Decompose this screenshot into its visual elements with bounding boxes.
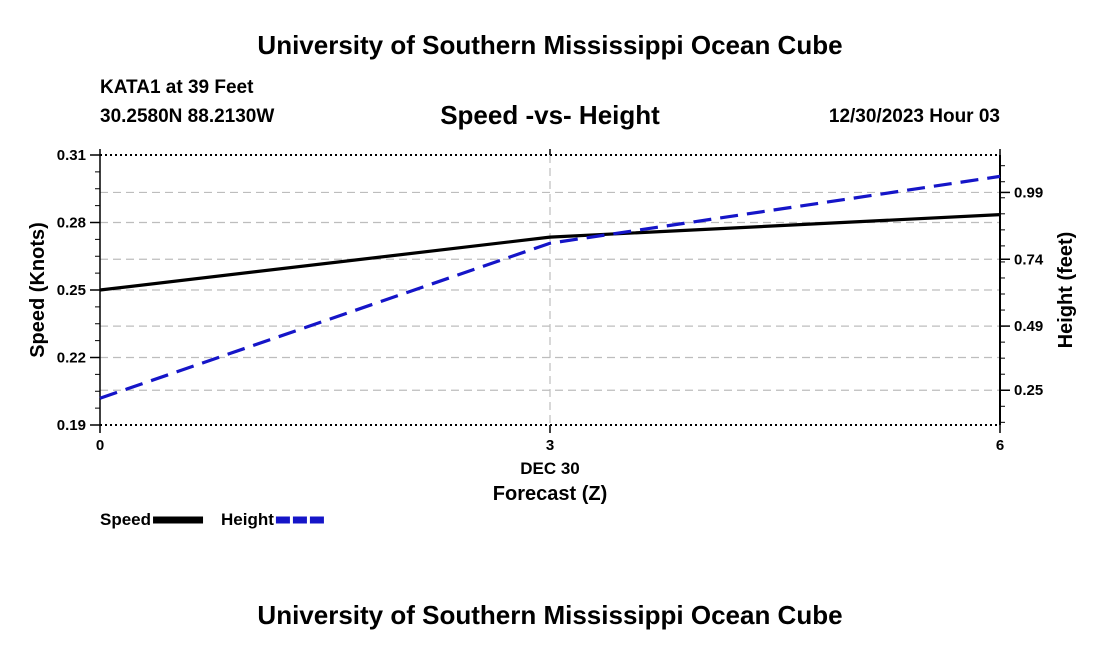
right-tick-label: 0.25 <box>1014 382 1043 399</box>
x-tick-label: 3 <box>546 437 554 454</box>
right-tick-label: 0.49 <box>1014 318 1043 335</box>
x-date-label: DEC 30 <box>520 459 580 478</box>
chart-title: Speed -vs- Height <box>440 100 660 130</box>
x-tick-label: 6 <box>996 437 1004 454</box>
legend-label-speed: Speed <box>100 510 151 529</box>
x-axis-label: Forecast (Z) <box>493 483 607 505</box>
left-tick-label: 0.19 <box>57 417 86 434</box>
page-title-bottom: University of Southern Mississippi Ocean… <box>257 600 843 630</box>
right-tick-label: 0.74 <box>1014 251 1044 268</box>
left-tick-label: 0.25 <box>57 282 86 299</box>
right-tick-label: 0.99 <box>1014 184 1043 201</box>
left-tick-label: 0.22 <box>57 350 86 367</box>
y-axis-label-left: Speed (Knots) <box>27 222 49 358</box>
left-tick-label: 0.31 <box>57 147 86 164</box>
date-hour-label: 12/30/2023 Hour 03 <box>828 106 1000 127</box>
station-label: KATA1 at 39 Feet <box>100 77 254 98</box>
series-line-speed <box>99 213 1001 292</box>
series-line-height <box>99 174 1001 400</box>
left-tick-label: 0.28 <box>57 215 86 232</box>
coordinates-label: 30.2580N 88.2130W <box>100 106 275 127</box>
x-tick-label: 0 <box>96 437 104 454</box>
legend-label-height: Height <box>221 510 274 529</box>
page-title-top: University of Southern Mississippi Ocean… <box>257 30 843 60</box>
y-axis-label-right: Height (feet) <box>1055 232 1077 349</box>
